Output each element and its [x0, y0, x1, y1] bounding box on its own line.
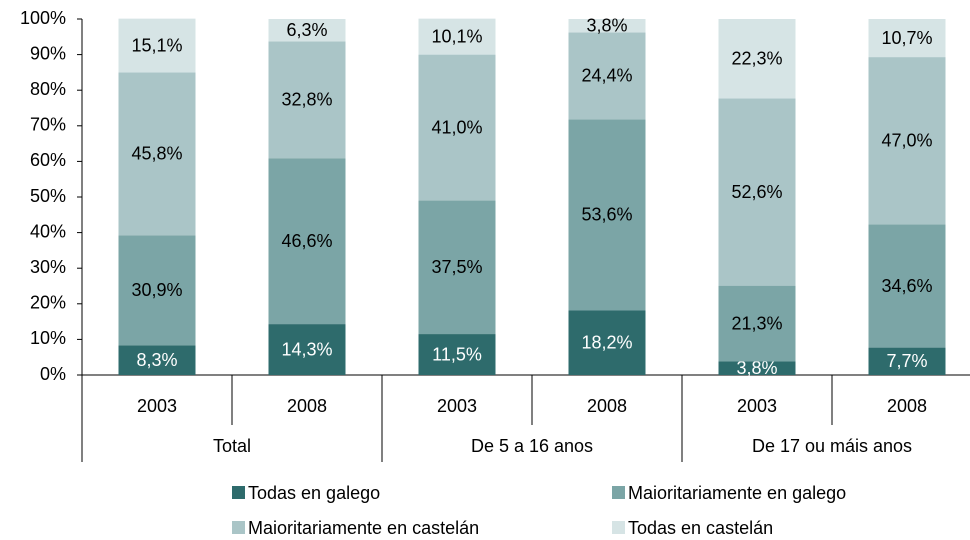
legend-label: Maioritariamente en galego — [628, 483, 846, 503]
legend-swatch — [232, 486, 245, 499]
data-label: 10,7% — [881, 28, 932, 48]
x-tick-label: 2003 — [737, 396, 777, 416]
data-label: 21,3% — [731, 313, 782, 333]
y-tick-label: 0% — [40, 364, 66, 384]
data-label: 7,7% — [886, 351, 927, 371]
group-label: Total — [213, 436, 251, 456]
bar-segment — [418, 18, 496, 55]
bar-segment — [718, 361, 796, 375]
y-tick-label: 20% — [30, 293, 66, 313]
data-label: 8,3% — [136, 350, 177, 370]
data-label: 41,0% — [431, 117, 482, 137]
bar-segment — [568, 119, 646, 311]
data-label: 52,6% — [731, 182, 782, 202]
x-tick-label: 2008 — [587, 396, 627, 416]
data-label: 37,5% — [431, 257, 482, 277]
data-label: 34,6% — [881, 276, 932, 296]
bar-segment — [868, 224, 946, 348]
data-label: 10,1% — [431, 26, 482, 46]
legend-label: Maioritariamente en castelán — [248, 518, 479, 538]
bar-segment — [268, 41, 346, 159]
y-tick-label: 30% — [30, 257, 66, 277]
legend-label: Todas en galego — [248, 483, 380, 503]
bar-segment — [568, 32, 646, 120]
y-tick-label: 10% — [30, 328, 66, 348]
bar-segment — [118, 235, 196, 346]
data-label: 15,1% — [131, 35, 182, 55]
data-label: 30,9% — [131, 280, 182, 300]
y-tick-label: 60% — [30, 150, 66, 170]
x-tick-label: 2008 — [887, 396, 927, 416]
data-label: 47,0% — [881, 131, 932, 151]
group-label: De 5 a 16 anos — [471, 436, 593, 456]
bar-segment — [718, 285, 796, 362]
bar-segment — [268, 324, 346, 375]
x-tick-label: 2008 — [287, 396, 327, 416]
data-label: 3,8% — [736, 358, 777, 378]
data-label: 11,5% — [432, 344, 482, 364]
data-label: 22,3% — [731, 48, 782, 68]
data-label: 46,6% — [281, 231, 332, 251]
y-tick-label: 50% — [30, 186, 66, 206]
data-label: 32,8% — [281, 90, 332, 110]
y-tick-label: 40% — [30, 221, 66, 241]
legend-label: Todas en castelán — [628, 518, 773, 538]
group-label: De 17 ou máis anos — [752, 436, 912, 456]
bar-segment — [568, 19, 646, 33]
data-label: 3,8% — [586, 16, 627, 36]
data-label: 14,3% — [281, 339, 332, 359]
bar-segment — [118, 18, 196, 73]
legend-swatch — [612, 521, 625, 534]
bar-segment — [718, 98, 796, 286]
y-tick-label: 70% — [30, 115, 66, 135]
bar-segment — [868, 57, 946, 225]
y-tick-label: 100% — [20, 8, 66, 28]
bar-segment — [268, 158, 346, 325]
bar-segment — [268, 19, 346, 42]
x-tick-label: 2003 — [437, 396, 477, 416]
bar-segment — [868, 347, 946, 375]
data-label: 24,4% — [581, 66, 632, 86]
bar-segment — [118, 72, 196, 236]
y-tick-label: 80% — [30, 79, 66, 99]
bar-segment — [568, 310, 646, 375]
bar-segment — [718, 19, 796, 99]
bar-segment — [418, 54, 496, 201]
legend-swatch — [612, 486, 625, 499]
data-label: 18,2% — [581, 332, 632, 352]
legend-swatch — [232, 521, 245, 534]
y-tick-label: 90% — [30, 43, 66, 63]
data-label: 53,6% — [581, 205, 632, 225]
bar-segment — [868, 19, 946, 58]
bar-segment — [418, 334, 496, 375]
bar-segment — [118, 345, 196, 375]
data-label: 45,8% — [131, 144, 182, 164]
x-tick-label: 2003 — [137, 396, 177, 416]
data-label: 6,3% — [286, 20, 327, 40]
bar-segment — [418, 200, 496, 335]
